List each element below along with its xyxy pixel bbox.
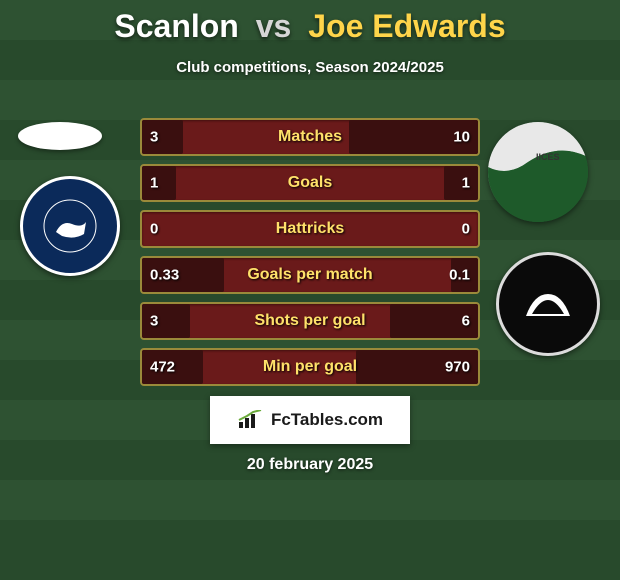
vs-text: vs xyxy=(256,8,292,44)
stat-label: Goals xyxy=(288,174,332,192)
stat-value-right: 970 xyxy=(445,359,470,376)
fctables-chart-icon xyxy=(237,410,265,430)
plymouth-jersey-icon: IICES xyxy=(488,122,588,222)
subtitle: Club competitions, Season 2024/2025 xyxy=(0,59,620,76)
stat-value-left: 0.33 xyxy=(150,267,179,284)
stats-container: 3Matches101Goals10Hattricks00.33Goals pe… xyxy=(140,118,480,394)
stat-row-hattricks: 0 Hattricks 0 xyxy=(140,210,480,248)
player1-name: Scanlon xyxy=(114,8,238,44)
stat-value-left: 3 xyxy=(150,129,158,146)
stat-value-left: 0 xyxy=(150,221,158,238)
stat-row-goals-per-match: 0.33 Goals per match 0.1 xyxy=(140,256,480,294)
stat-bar-left xyxy=(142,166,176,200)
date-text: 20 february 2025 xyxy=(247,456,373,474)
plymouth-badge-icon xyxy=(496,252,600,356)
fctables-text: FcTables.com xyxy=(271,410,383,430)
stat-value-right: 10 xyxy=(453,129,470,146)
stat-row-goals: 1 Goals 1 xyxy=(140,164,480,202)
stat-row-shots-per-goal: 3 Shots per goal 6 xyxy=(140,302,480,340)
millwall-badge-icon xyxy=(20,176,120,276)
stat-value-right: 0 xyxy=(462,221,470,238)
stat-value-left: 1 xyxy=(150,175,158,192)
stat-value-right: 0.1 xyxy=(449,267,470,284)
stat-row-min-per-goal: 472 Min per goal 970 xyxy=(140,348,480,386)
stat-value-right: 1 xyxy=(462,175,470,192)
left-badge-oval xyxy=(18,122,102,150)
stat-row-matches: 3 Matches 10 xyxy=(140,118,480,156)
stat-label: Goals per match xyxy=(247,266,372,284)
svg-text:IICES: IICES xyxy=(536,152,560,162)
stat-label: Matches xyxy=(278,128,342,146)
stat-value-right: 6 xyxy=(462,313,470,330)
page-title: Scanlon vs Joe Edwards xyxy=(0,0,620,45)
player2-name: Joe Edwards xyxy=(308,8,505,44)
stat-bar-left xyxy=(142,120,183,154)
stat-value-left: 3 xyxy=(150,313,158,330)
stat-label: Hattricks xyxy=(276,220,344,238)
stat-label: Shots per goal xyxy=(254,312,365,330)
stat-label: Min per goal xyxy=(263,358,357,376)
stat-value-left: 472 xyxy=(150,359,175,376)
fctables-logo[interactable]: FcTables.com xyxy=(210,396,410,444)
